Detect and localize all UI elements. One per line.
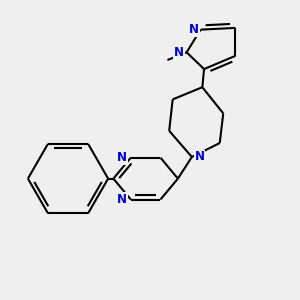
Text: N: N: [117, 193, 127, 206]
Text: N: N: [189, 23, 199, 36]
Text: N: N: [174, 46, 184, 59]
Text: N: N: [117, 151, 127, 164]
Text: N: N: [194, 151, 205, 164]
